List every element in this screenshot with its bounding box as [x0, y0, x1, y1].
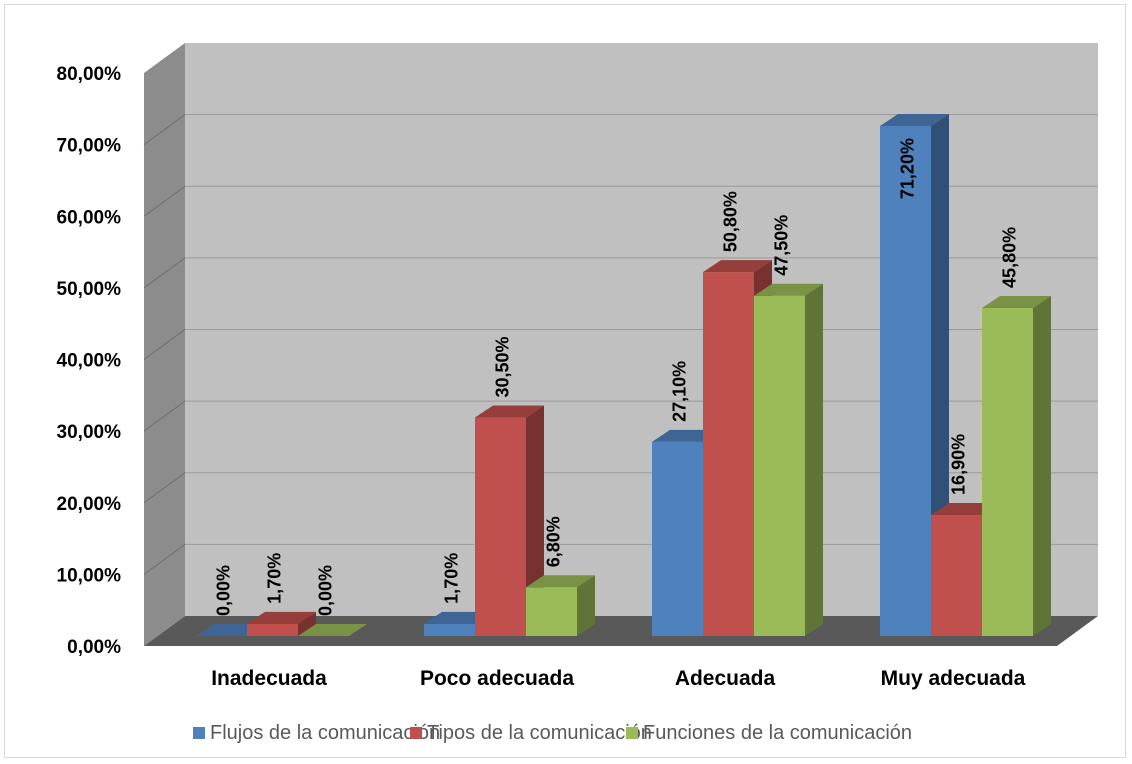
- y-tick-label: 50,00%: [57, 279, 122, 300]
- x-category-label: Poco adecuada: [420, 667, 574, 690]
- bar: [247, 623, 298, 636]
- bar-side: [298, 611, 316, 636]
- y-tick-label: 20,00%: [57, 494, 122, 515]
- legend-label: Flujos de la comunicación: [210, 722, 440, 744]
- bar-top: [703, 260, 772, 273]
- bars: [196, 114, 1051, 636]
- y-tick-label: 70,00%: [57, 136, 122, 157]
- floor: [144, 616, 1098, 646]
- data-label: 27,10%: [670, 361, 690, 422]
- bar-top: [754, 283, 823, 296]
- bar-top: [526, 575, 595, 588]
- bar-side: [577, 575, 595, 636]
- y-tick-label: 10,00%: [57, 565, 122, 586]
- bar-top: [298, 624, 367, 636]
- data-label: 1,70%: [442, 553, 462, 604]
- data-label: 1,70%: [265, 553, 285, 604]
- bar: [754, 295, 805, 636]
- legend-swatch: [626, 727, 638, 739]
- legend-label: Tipos de la comunicación: [427, 722, 652, 744]
- x-category-label: Muy adecuada: [881, 667, 1026, 690]
- chart-frame: 0,00% 10,00% 20,00% 30,00% 40,00% 50,00% 60,00…: [4, 4, 1126, 758]
- bar-side: [1033, 295, 1051, 636]
- y-axis-labels: 0,00% 10,00% 20,00% 30,00% 40,00% 50,00% 60,00…: [57, 64, 122, 658]
- gridline-side: [143, 114, 186, 146]
- bar-chart: 0,00% 10,00% 20,00% 30,00% 40,00% 50,00% 60,00…: [57, 43, 1098, 744]
- data-label: 47,50%: [772, 215, 792, 276]
- data-label: 6,80%: [544, 516, 564, 567]
- x-category-label: Adecuada: [675, 667, 776, 690]
- y-tick-label: 60,00%: [57, 207, 122, 228]
- data-label: 45,80%: [1000, 227, 1020, 288]
- y-tick-label: 80,00%: [57, 64, 122, 85]
- data-label: 30,50%: [493, 336, 513, 397]
- data-label: 0,00%: [316, 565, 336, 616]
- gridline-side: [143, 329, 186, 360]
- data-label: 50,80%: [721, 191, 741, 252]
- chart-floor: [144, 616, 1098, 646]
- gridline-side: [143, 400, 186, 432]
- bar-top: [475, 405, 544, 418]
- bar: [526, 587, 577, 636]
- bar: [931, 514, 982, 636]
- data-label: 0,00%: [214, 565, 234, 616]
- bar: [982, 307, 1033, 636]
- legend-label: Funciones de la comunicación: [643, 722, 912, 744]
- y-tick-label: 40,00%: [57, 351, 122, 372]
- y-tick-label: 0,00%: [67, 637, 121, 658]
- bar-side: [805, 283, 823, 636]
- x-axis-labels: Inadecuada Poco adecuada Adecuada Muy adecu…: [211, 667, 1025, 690]
- gridline-side: [143, 543, 186, 575]
- legend-swatch: [193, 727, 205, 739]
- bar: [424, 623, 475, 636]
- legend-swatch: [410, 727, 422, 739]
- data-labels: 0,00% 1,70% 0,00% 1,70% 30,50% 6,80% 27,10% 50,…: [214, 138, 1020, 616]
- gridline-side: [143, 472, 186, 504]
- bar-top: [247, 611, 316, 624]
- bar: [475, 417, 526, 636]
- gridline-side: [143, 185, 186, 217]
- bar-top: [880, 114, 949, 127]
- data-label: 71,20%: [898, 138, 918, 199]
- bar: [703, 272, 754, 636]
- bar-top: [982, 295, 1051, 308]
- bar-side: [931, 114, 949, 636]
- y-tick-label: 30,00%: [57, 422, 122, 443]
- gridline-side: [143, 257, 186, 289]
- x-category-label: Inadecuada: [211, 667, 327, 690]
- bar: [652, 441, 703, 636]
- data-label: 16,90%: [949, 434, 969, 495]
- bar: [880, 126, 931, 636]
